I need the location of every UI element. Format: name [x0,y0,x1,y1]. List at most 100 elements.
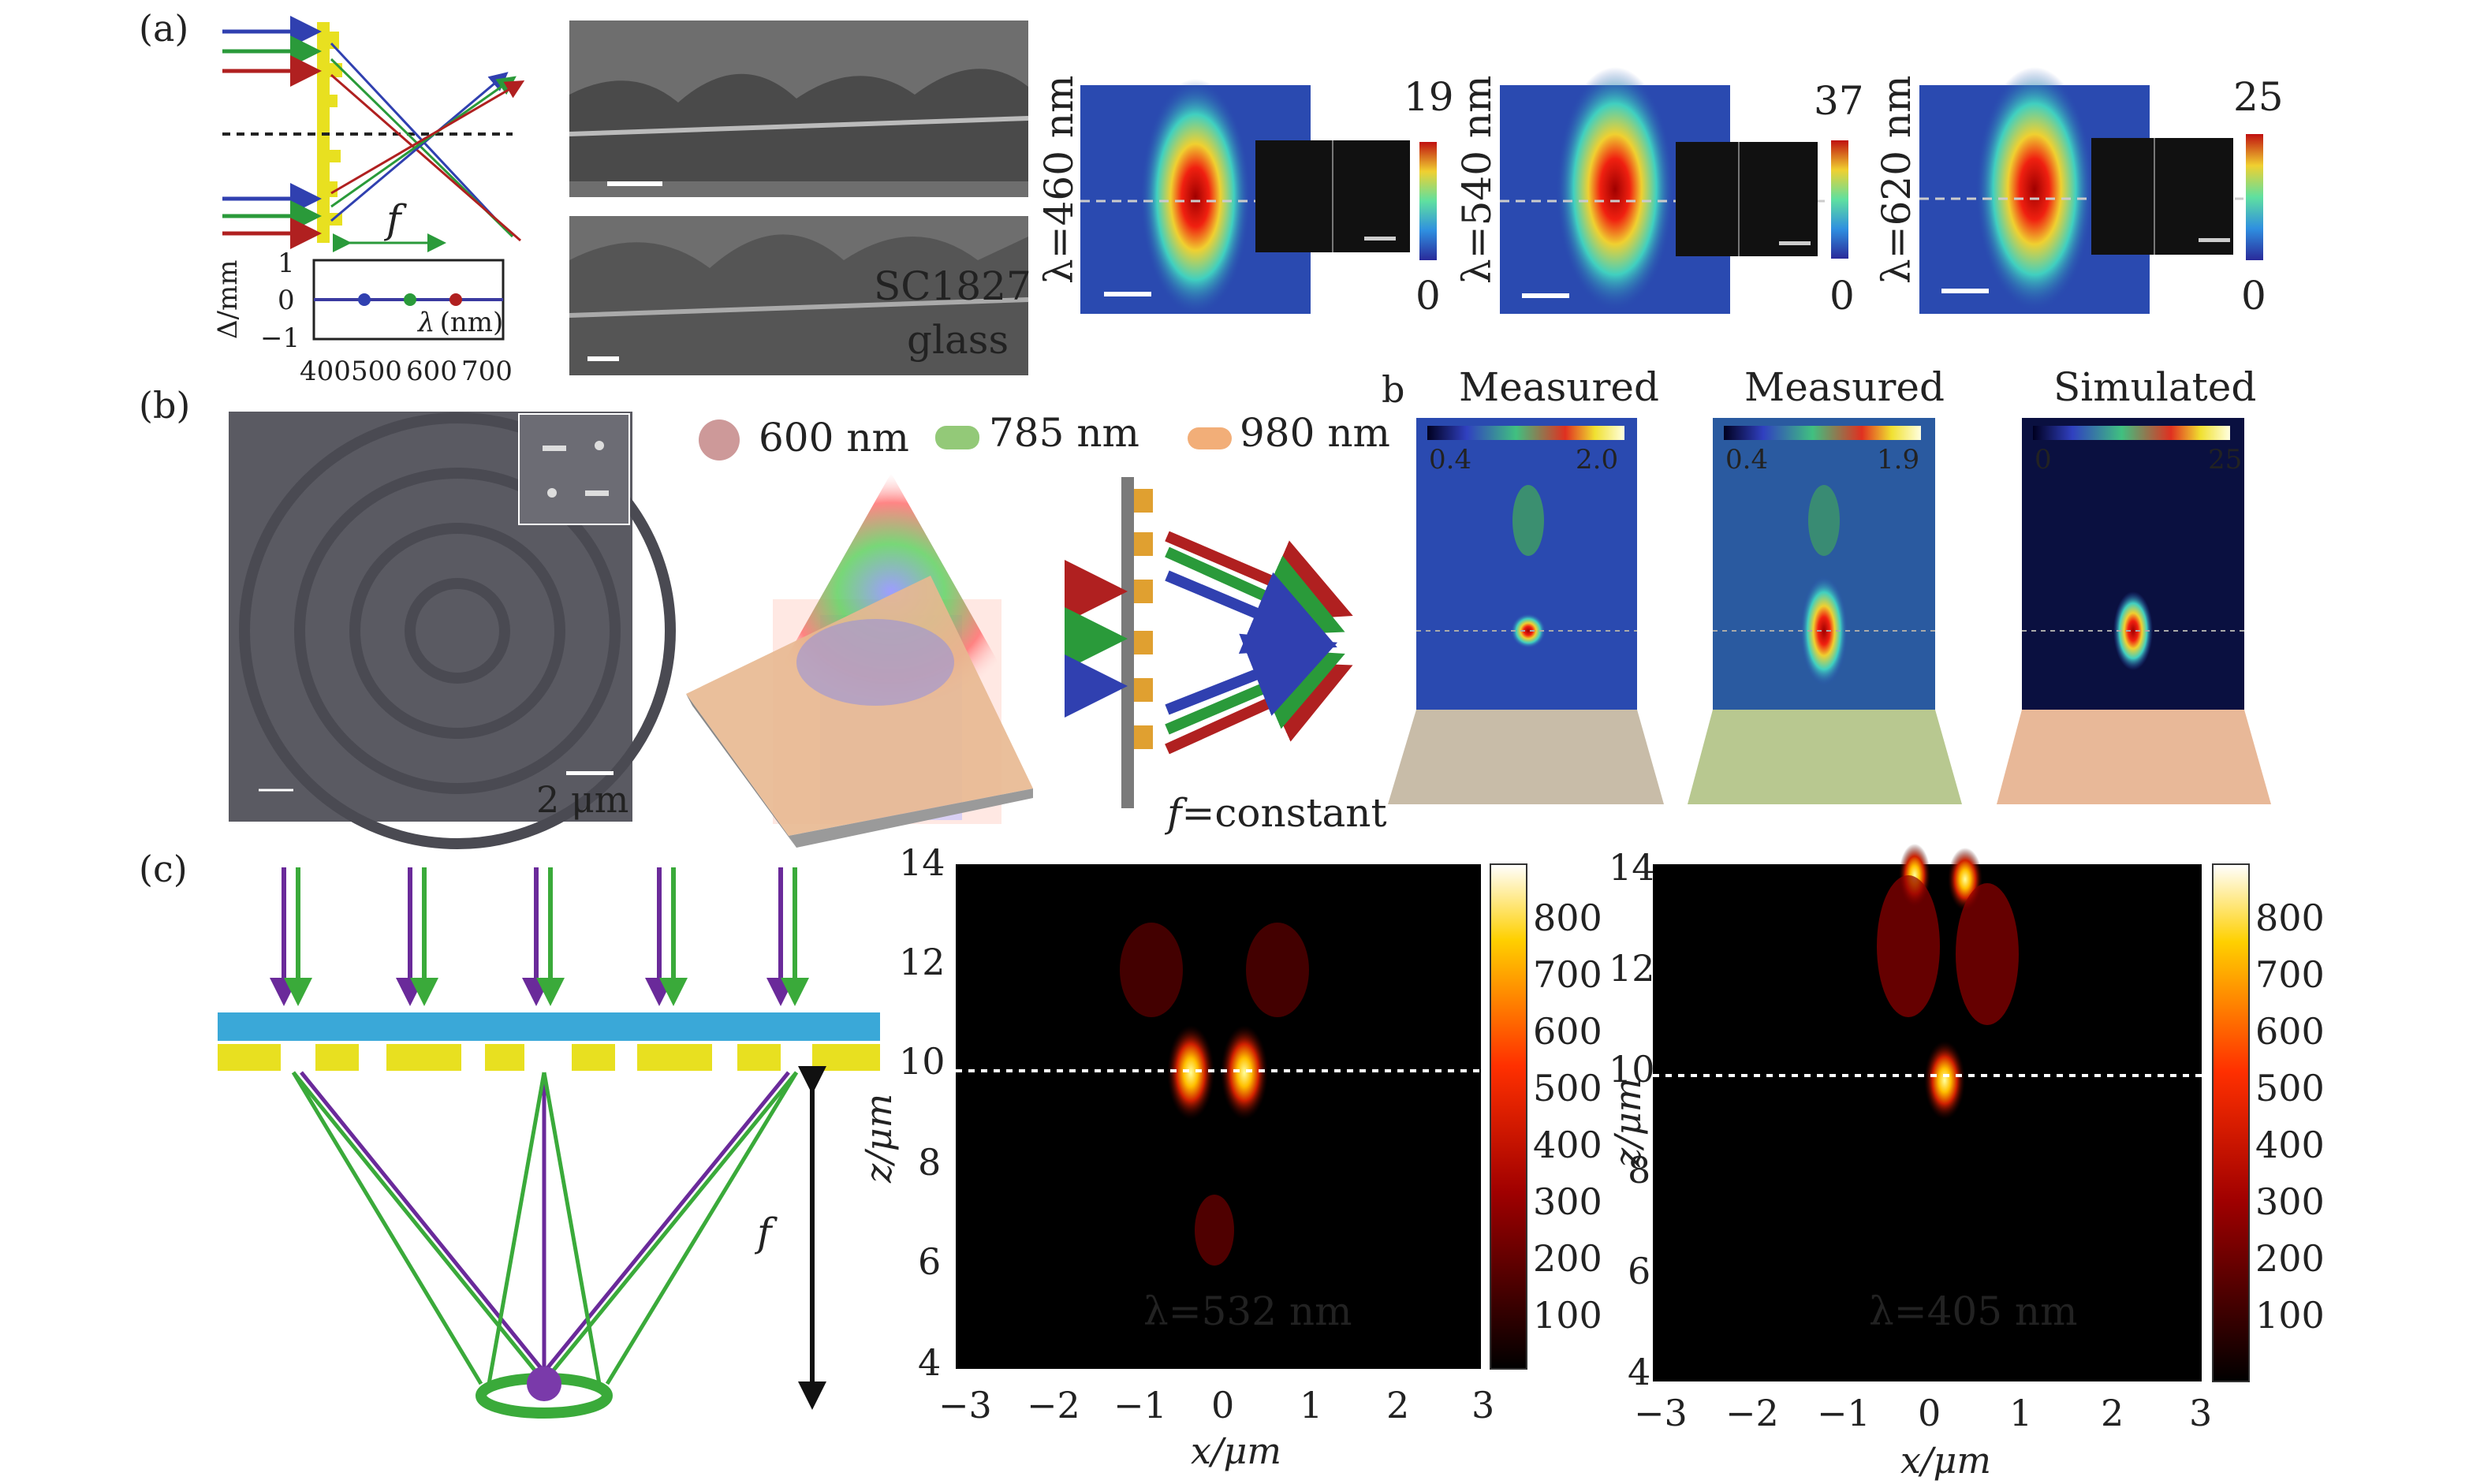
measurement-2-colorbar [1724,426,1921,440]
colorbar-3-max: 25 [2233,74,2284,120]
plot-1-ytick-12: 12 [899,941,945,983]
panel-c-lens-schematic: f [218,867,880,1419]
panel-a-map-2: 37 0 λ=540 nm [1454,67,1864,319]
panel-c: (c) [139,841,2325,1482]
plot-1-yticks: 14 12 10 8 6 4 [899,841,945,1384]
metasurface-b [1121,477,1134,808]
ytick-1: 1 [278,248,295,279]
legend-600-swatch [699,419,740,460]
plot-2-cb-400: 400 [2255,1124,2325,1166]
legend-785: 785 nm [989,410,1139,456]
plot-2-xtick-m3: −3 [1634,1392,1688,1434]
dispersion-xlabel-symbol: λ [416,307,435,338]
plot-2-ytick-8: 8 [1628,1149,1650,1191]
panel-b-cone-illustration [686,473,1033,848]
measurement-1-title: Measured [1459,364,1659,410]
plot-1-ytick-14: 14 [899,841,945,884]
measurement-3: Simulated 0 25 [1997,364,2271,804]
map-1-wavelength: λ=460 nm [1036,75,1082,284]
plot-1-xtick-m2: −2 [1027,1384,1080,1426]
panel-b-label: (b) [139,384,190,427]
measurement-3-cb-min: 0 [2035,444,2052,475]
plot-1-xtick-m1: −1 [1113,1384,1167,1426]
legend-785-swatch [935,426,979,449]
plot-1-xtick-0: 0 [1211,1384,1234,1426]
plot-2-xtick-m1: −1 [1817,1392,1870,1434]
plot-1-ytick-4: 4 [918,1341,941,1384]
plot-1-ytick-6: 6 [918,1240,941,1283]
sem-sample-label: SC1827 [874,263,1031,309]
measurement-1-colorbar [1427,426,1624,440]
ytick-neg1: −1 [260,323,300,354]
plot-2-cb-200: 200 [2255,1237,2325,1280]
point-460 [358,293,371,306]
colorbar-2-min: 0 [1829,273,1855,319]
plot-1-cb-300: 300 [1533,1180,1602,1223]
panel-b: (b) 2 μm 600 nm 785 nm 980 nm [139,364,2271,849]
plot-1-xtick-2: 2 [1386,1384,1409,1426]
sem-b-scale-bar [566,771,614,775]
colorbar-1-min: 0 [1415,273,1441,319]
plot-1-cb-200: 200 [1533,1237,1602,1280]
measurement-2-title: Measured [1744,364,1945,410]
plot-1-ytick-10: 10 [899,1040,945,1083]
panel-c-plot-2: λ=405 nm 800 700 600 500 400 300 200 100… [1606,844,2325,1482]
plot-2-xtick-0: 0 [1918,1392,1941,1434]
plot-2-ytick-14: 14 [1609,846,1655,889]
plot-2-ylabel: z/μm [1606,1078,1649,1168]
plot-2-xlabel: x/μm [1900,1439,1991,1482]
plot-1-colorbar-ticks: 800 700 600 500 400 300 200 100 [1533,897,1602,1337]
measurement-2-cb-max: 1.9 [1877,444,1919,475]
panel-c-label: (c) [139,848,188,890]
focal-label-b-rest: =constant [1182,790,1387,836]
svg-text:f=constant: f=constant [1164,790,1387,836]
panel-b-arrows: f=constant [1065,477,1387,836]
xtick-700: 700 [461,356,513,387]
focal-label-c: f [754,1210,778,1255]
plot-2-xtick-3: 3 [2189,1392,2212,1434]
sem-scale-bar-bottom [587,356,619,361]
panel-a-map-3: 25 0 λ=620 nm [1874,67,2284,319]
plot-2-xtick-m2: −2 [1725,1392,1779,1434]
point-620 [449,293,462,306]
measurement-3-cb-max: 25 [2208,444,2242,475]
plot-1-cb-800: 800 [1533,897,1602,939]
sub-panel-b-label: b [1382,368,1404,411]
colorbar-1 [1419,142,1437,260]
plot-1-cb-400: 400 [1533,1124,1602,1166]
plot-1-ytick-8: 8 [918,1141,941,1184]
plot-1-cb-100: 100 [1533,1294,1602,1337]
xtick-400: 400 [300,356,351,387]
plot-1-xlabel: x/μm [1191,1430,1281,1472]
plot-2-xticks: −3 −2 −1 0 1 2 3 [1634,1392,2212,1434]
plot-1-cb-500: 500 [1533,1067,1602,1109]
plot-2-cb-100: 100 [2255,1294,2325,1337]
sem-substrate-label: glass [907,317,1009,363]
plot-1-colorbar [1490,863,1527,1370]
focal-label-a: f [383,196,407,242]
plot-1-xtick-m3: −3 [938,1384,992,1426]
measurement-3-title: Simulated [2053,364,2256,410]
panel-b-sem-image: 2 μm [229,412,676,849]
xtick-600: 600 [406,356,457,387]
legend-980-swatch [1188,427,1232,449]
focal-spot [527,1367,561,1401]
legend-980: 980 nm [1240,410,1390,456]
ytick-0: 0 [278,285,295,316]
dispersion-ylabel: Δ/mm [212,260,244,340]
plot-2-cb-700: 700 [2255,953,2325,996]
plot-2-cb-600: 600 [2255,1010,2325,1053]
plot-2-ytick-12: 12 [1609,947,1655,990]
sem-scale-bar-top [607,181,662,186]
plot-2-ytick-4: 4 [1628,1351,1650,1393]
plot-2-cb-300: 300 [2255,1180,2325,1223]
legend-600: 600 nm [759,415,909,460]
plot-2-yticks: 14 12 10 8 6 4 [1609,846,1655,1393]
plot-1-xticks: −3 −2 −1 0 1 2 3 [938,1384,1494,1426]
map-2-wavelength: λ=540 nm [1454,75,1500,284]
panel-a-dispersion-chart: Δ/mm 1 0 −1 λ (nm) 400 500 600 700 [212,248,513,387]
colorbar-2 [1831,140,1848,259]
measurement-2-cb-min: 0.4 [1725,444,1768,475]
point-540 [404,293,416,306]
plot-2-ytick-10: 10 [1609,1048,1655,1091]
